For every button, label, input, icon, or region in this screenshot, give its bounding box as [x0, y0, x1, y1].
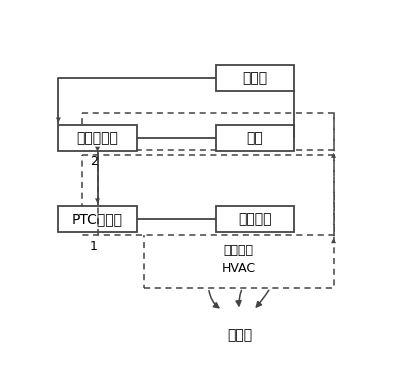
Text: 2: 2	[90, 154, 98, 168]
Bar	[144, 193, 334, 288]
Text: 比例三通阀: 比例三通阀	[77, 131, 119, 145]
Text: 水泵: 水泵	[246, 131, 263, 145]
Bar	[216, 125, 294, 151]
Bar	[216, 65, 294, 91]
Bar	[216, 206, 294, 231]
Text: 暖通空调
HVAC: 暖通空调 HVAC	[222, 244, 256, 275]
Bar	[82, 112, 334, 150]
Text: 乘员舱: 乘员舱	[227, 328, 252, 342]
Text: 暖风芯体: 暖风芯体	[238, 212, 271, 226]
Text: PTC加热器: PTC加热器	[72, 212, 123, 226]
Bar	[82, 154, 334, 235]
Bar	[58, 206, 137, 231]
Text: 发动机: 发动机	[242, 71, 267, 85]
Bar	[58, 125, 137, 151]
Text: 1: 1	[90, 240, 98, 253]
